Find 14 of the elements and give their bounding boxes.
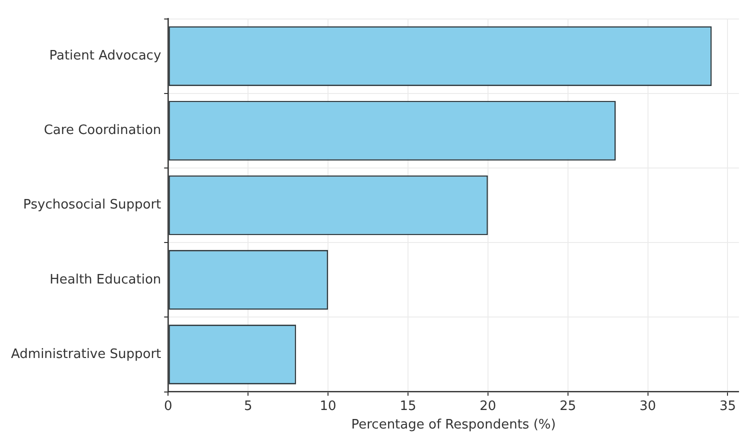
- y-tick-label: Psychosocial Support: [23, 198, 162, 213]
- x-tick-label: 10: [320, 398, 336, 414]
- y-tick-label: Patient Advocacy: [49, 48, 162, 64]
- x-tick-label: 30: [640, 398, 656, 414]
- x-axis-title: Percentage of Respondents (%): [351, 418, 556, 433]
- y-tick-label: Care Coordination: [44, 123, 162, 138]
- y-tick-label: Administrative Support: [10, 346, 162, 362]
- x-tick-label: 15: [400, 398, 416, 414]
- y-tick-label: Health Education: [50, 272, 162, 288]
- x-tick-label: 5: [244, 398, 252, 414]
- x-tick-label: 35: [719, 398, 736, 414]
- x-tick-label: 20: [480, 398, 496, 414]
- x-tick-label: 0: [164, 398, 172, 414]
- x-tick-label: 25: [560, 398, 576, 414]
